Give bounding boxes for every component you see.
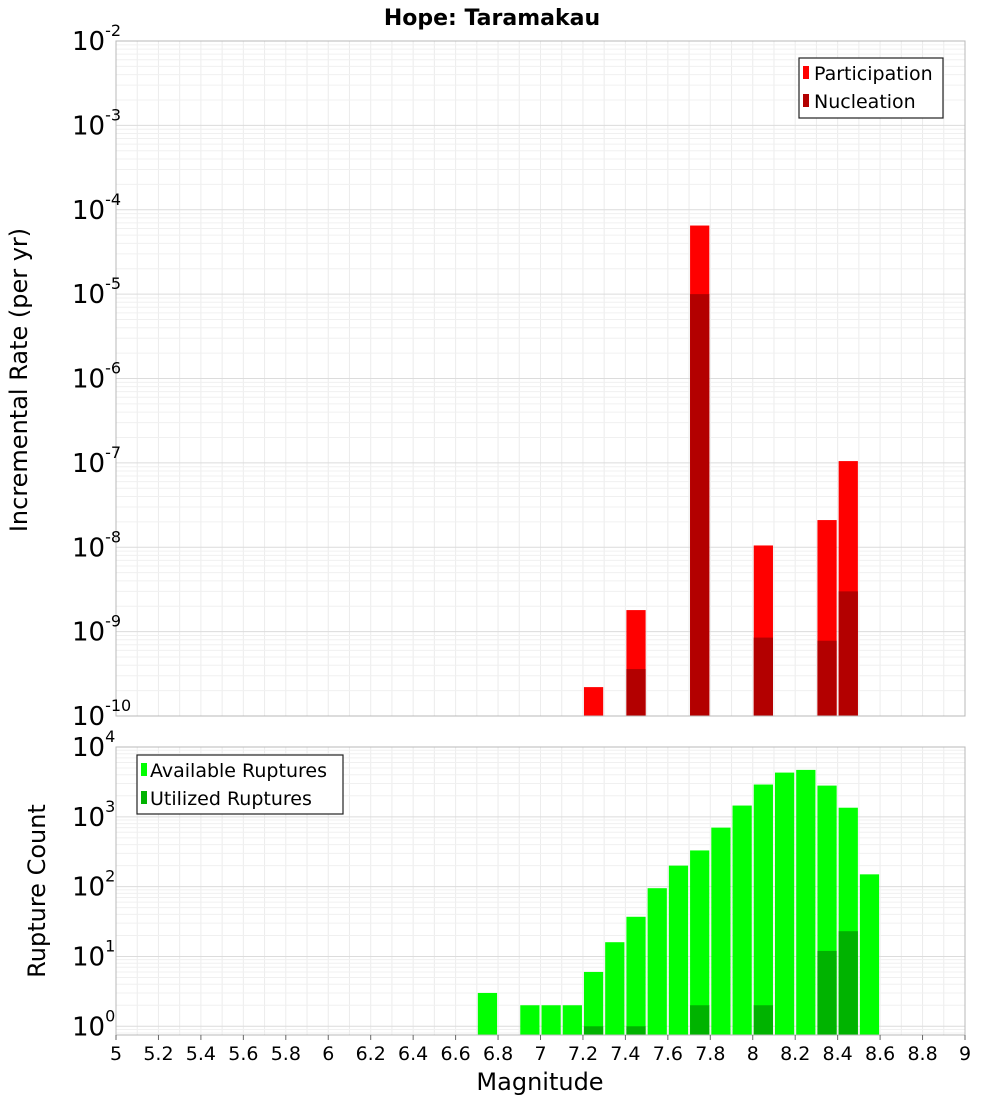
count-y-axis-label: Rupture Count [23,804,51,978]
x-tick-label: 8.4 [823,1043,853,1065]
legend-swatch-utilized [141,791,147,804]
x-tick-label: 6.6 [440,1043,470,1065]
bar-nucleation [753,637,773,716]
x-tick-label: 8 [747,1043,759,1065]
bar-available-ruptures [647,888,667,1035]
count-y-tick-labels: 100 101 102 103 104 [72,727,115,1042]
count-bars [477,769,880,1035]
bar-available-ruptures [774,772,795,1035]
x-tick-label: 7.2 [568,1043,598,1065]
rate-gridlines [116,40,965,717]
x-tick-label: 8.8 [907,1043,937,1065]
x-tick-label: 7.8 [695,1043,725,1065]
bar-utilized-ruptures [838,931,858,1035]
y-tick-label: 10-8 [72,527,121,563]
x-tick-label: 5.6 [228,1043,258,1065]
y-tick-label: 100 [72,1006,115,1042]
x-tick-label: 5.8 [271,1043,301,1065]
y-tick-label: 10-10 [72,696,131,732]
y-tick-label: 10-5 [72,274,121,310]
rate-legend: Participation Nucleation [798,57,944,119]
rate-bars [583,225,858,716]
bar-available-ruptures [668,865,689,1035]
legend-label-utilized: Utilized Ruptures [150,788,312,810]
legend-swatch-available [141,763,147,776]
x-tick-labels: 5 5.2 5.4 5.6 5.8 6 6.2 6.4 6.6 6.8 7 7.2 7.4 7.6 7.8 8… [110,1035,971,1065]
y-tick-label: 10-7 [72,443,121,479]
bar-utilized-ruptures [690,1005,710,1035]
bar-nucleation [690,294,710,716]
legend-label-participation: Participation [814,63,933,85]
y-tick-label: 10-4 [72,190,121,226]
x-tick-label: 6.8 [483,1043,513,1065]
x-tick-label: 9 [959,1043,971,1065]
x-tick-label: 5.4 [186,1043,216,1065]
x-tick-label: 6.4 [398,1043,428,1065]
bar-available-ruptures [477,992,498,1035]
bar-available-ruptures [605,942,625,1035]
x-tick-label: 7.4 [610,1043,640,1065]
x-tick-label: 8.2 [780,1043,810,1065]
y-tick-label: 10-9 [72,612,121,648]
y-tick-label: 10-2 [72,21,121,57]
x-axis-label: Magnitude [476,1068,603,1096]
bar-utilized-ruptures [753,1005,773,1035]
y-tick-label: 101 [72,936,115,972]
count-panel: 100 101 102 103 104 5 5.2 5.4 5.6 5.8 6 6.2 6.4 6.6 6… [23,727,971,1096]
x-tick-label: 7.6 [653,1043,683,1065]
bar-utilized-ruptures [817,950,837,1035]
bar-available-ruptures [732,805,752,1035]
x-tick-label: 6 [322,1043,334,1065]
x-tick-label: 5 [110,1043,122,1065]
y-tick-label: 104 [72,727,115,763]
count-legend: Available Ruptures Utilized Ruptures [136,754,344,815]
rate-plot-frame [115,40,966,717]
bar-available-ruptures [626,916,646,1035]
x-tick-label: 7 [534,1043,546,1065]
rate-legend-box [798,57,944,119]
rate-y-tick-labels: 10-10 10-9 10-8 10-7 10-6 10-5 10-4 10-3 10-2 [72,21,131,732]
bar-participation [583,687,604,716]
x-tick-label: 8.6 [865,1043,895,1065]
bar-nucleation [817,640,837,716]
bar-available-ruptures [711,827,731,1035]
bar-available-ruptures [562,1005,582,1035]
bar-available-ruptures [859,874,880,1035]
x-tick-label: 6.2 [356,1043,386,1065]
y-tick-label: 103 [72,797,115,833]
legend-label-nucleation: Nucleation [814,91,916,113]
bar-available-ruptures [583,971,604,1035]
bar-nucleation [838,591,858,716]
y-tick-label: 102 [72,867,115,903]
y-tick-label: 10-3 [72,105,121,141]
y-tick-label: 10-6 [72,359,121,395]
chart-title: Hope: Taramakau [384,6,600,31]
bar-available-ruptures [690,850,710,1035]
bar-utilized-ruptures [583,1026,604,1035]
bar-available-ruptures [520,1005,540,1035]
bar-nucleation [626,669,646,716]
legend-label-available: Available Ruptures [150,760,327,782]
rate-y-axis-label: Incremental Rate (per yr) [5,228,33,532]
bar-utilized-ruptures [626,1026,646,1035]
rate-panel: 10-10 10-9 10-8 10-7 10-6 10-5 10-4 10-3 10-2 In… [5,21,966,732]
bar-available-ruptures [796,769,816,1035]
legend-swatch-participation [803,66,809,79]
bar-available-ruptures [753,784,773,1035]
count-legend-box [136,754,344,815]
x-tick-label: 5.2 [143,1043,173,1065]
legend-swatch-nucleation [803,94,809,107]
bar-available-ruptures [541,1005,561,1035]
